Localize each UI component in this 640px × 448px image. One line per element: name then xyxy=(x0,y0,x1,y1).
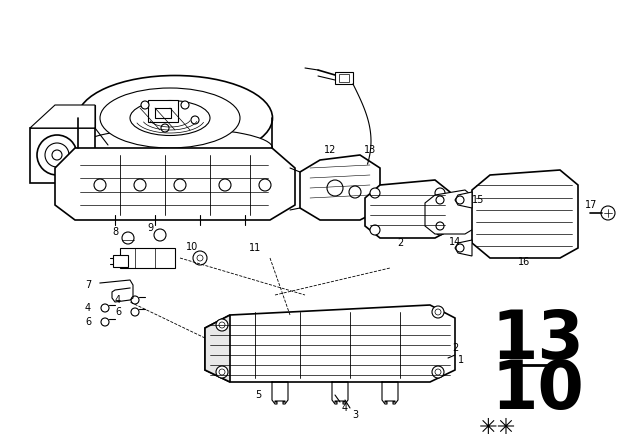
Text: ✳✳: ✳✳ xyxy=(478,418,516,438)
Text: 1: 1 xyxy=(458,355,464,365)
Text: 10: 10 xyxy=(492,357,584,423)
Circle shape xyxy=(101,304,109,312)
Text: 13: 13 xyxy=(364,145,376,155)
Text: 6: 6 xyxy=(115,307,121,317)
Circle shape xyxy=(436,222,444,230)
Bar xyxy=(335,72,353,84)
Text: 8: 8 xyxy=(112,227,118,237)
Circle shape xyxy=(161,124,169,132)
Text: 4: 4 xyxy=(115,295,121,305)
Polygon shape xyxy=(472,170,578,258)
Circle shape xyxy=(191,116,199,124)
Circle shape xyxy=(456,244,464,252)
Ellipse shape xyxy=(77,128,273,168)
Circle shape xyxy=(432,306,444,318)
Circle shape xyxy=(456,196,464,204)
Circle shape xyxy=(432,366,444,378)
Polygon shape xyxy=(300,155,380,220)
Circle shape xyxy=(131,296,139,304)
Circle shape xyxy=(370,188,380,198)
Circle shape xyxy=(435,225,445,235)
Text: 4: 4 xyxy=(342,403,348,413)
Circle shape xyxy=(37,135,77,175)
Polygon shape xyxy=(365,180,450,238)
Bar xyxy=(113,255,128,267)
Bar xyxy=(120,248,175,268)
Circle shape xyxy=(122,232,134,244)
Polygon shape xyxy=(30,105,95,128)
Circle shape xyxy=(94,179,106,191)
Text: 2: 2 xyxy=(452,343,458,353)
Polygon shape xyxy=(455,192,472,208)
Ellipse shape xyxy=(100,88,240,148)
Circle shape xyxy=(349,186,361,198)
Bar xyxy=(30,128,95,183)
Circle shape xyxy=(134,179,146,191)
Circle shape xyxy=(101,318,109,326)
Text: 2: 2 xyxy=(397,238,403,248)
Text: 10: 10 xyxy=(186,242,198,252)
Text: 9: 9 xyxy=(147,223,153,233)
Circle shape xyxy=(259,179,271,191)
Bar xyxy=(155,108,171,118)
Circle shape xyxy=(327,180,343,196)
Circle shape xyxy=(219,369,225,375)
Ellipse shape xyxy=(77,76,273,160)
Text: 5: 5 xyxy=(255,390,261,400)
Text: 14: 14 xyxy=(449,237,461,247)
Circle shape xyxy=(141,101,149,109)
Circle shape xyxy=(219,322,225,328)
Circle shape xyxy=(45,143,69,167)
Circle shape xyxy=(216,319,228,331)
Circle shape xyxy=(197,255,203,261)
Bar xyxy=(148,100,178,122)
Polygon shape xyxy=(455,240,472,256)
Ellipse shape xyxy=(130,100,210,135)
Circle shape xyxy=(370,225,380,235)
Circle shape xyxy=(216,366,228,378)
Text: 3: 3 xyxy=(352,410,358,420)
Circle shape xyxy=(131,308,139,316)
Circle shape xyxy=(52,150,62,160)
Circle shape xyxy=(219,179,231,191)
Text: 6: 6 xyxy=(85,317,91,327)
Circle shape xyxy=(154,229,166,241)
Text: 16: 16 xyxy=(518,257,530,267)
Bar xyxy=(339,74,349,82)
Text: 13: 13 xyxy=(492,307,584,373)
Polygon shape xyxy=(55,148,295,220)
Polygon shape xyxy=(425,190,475,234)
Text: 17: 17 xyxy=(585,200,597,210)
Circle shape xyxy=(174,179,186,191)
Circle shape xyxy=(435,309,441,315)
Text: 15: 15 xyxy=(472,195,484,205)
Circle shape xyxy=(435,188,445,198)
Text: 12: 12 xyxy=(324,145,336,155)
Polygon shape xyxy=(205,315,230,382)
Circle shape xyxy=(435,369,441,375)
Polygon shape xyxy=(205,305,455,382)
Circle shape xyxy=(181,101,189,109)
Circle shape xyxy=(601,206,615,220)
Text: 7: 7 xyxy=(85,280,91,290)
Text: 11: 11 xyxy=(249,243,261,253)
Text: 4: 4 xyxy=(85,303,91,313)
Circle shape xyxy=(193,251,207,265)
Circle shape xyxy=(436,196,444,204)
